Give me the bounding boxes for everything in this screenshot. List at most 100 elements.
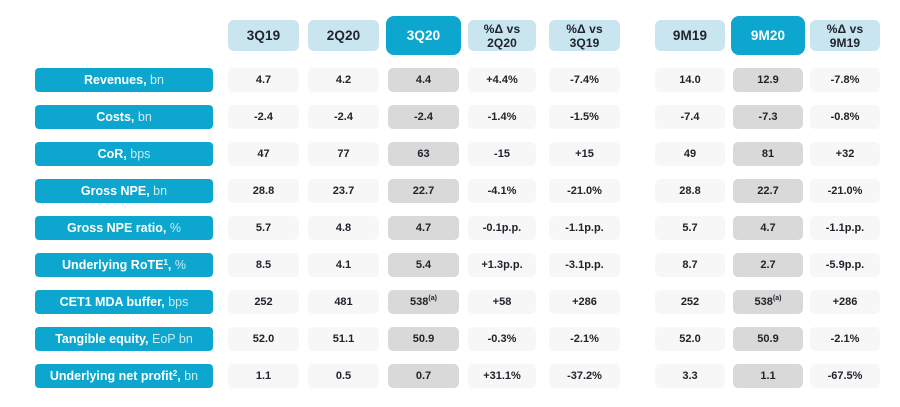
cell-value: 4.7 bbox=[255, 74, 272, 86]
table-cell: -1.1p.p. bbox=[810, 216, 880, 240]
row-label-comma: , bbox=[177, 369, 181, 383]
column-header-3q19: 3Q19 bbox=[228, 20, 299, 51]
table-row: Tangible equity, EoP bn 52.0 51.1 50.9 -0.3… bbox=[35, 327, 900, 351]
table-cell: 8.5 bbox=[228, 253, 299, 277]
cell-value: -1.4% bbox=[487, 111, 517, 123]
table-cell: 4.7 bbox=[733, 216, 803, 240]
cell-value: 1.1 bbox=[255, 370, 272, 382]
table-cell: +286 bbox=[810, 290, 880, 314]
table-cell: 5.7 bbox=[228, 216, 299, 240]
cell-value: -0.3% bbox=[487, 333, 517, 345]
table-cell: -2.1% bbox=[810, 327, 880, 351]
row-label-comma: , bbox=[161, 295, 165, 309]
column-header-line1: 9M20 bbox=[750, 27, 786, 43]
table-row: Gross NPE ratio, % 5.7 4.8 4.7 -0.1p.p. -1.1… bbox=[35, 216, 900, 240]
table-cell: 77 bbox=[308, 142, 379, 166]
cell-value: 481 bbox=[334, 296, 353, 308]
table-cell: 0.5 bbox=[308, 364, 379, 388]
cell-value: 47 bbox=[257, 148, 270, 160]
column-header-pill: 9M20 bbox=[731, 16, 805, 55]
cell-value: 2.7 bbox=[760, 259, 776, 271]
table-cell: 51.1 bbox=[308, 327, 379, 351]
row-label-unit: bn bbox=[180, 369, 199, 383]
table-row: Revenues, bn 4.7 4.2 4.4 +4.4% -7.4% 14.0 12.9… bbox=[35, 68, 900, 92]
table-cell: +4.4% bbox=[468, 68, 536, 92]
table-cell: 8.7 bbox=[655, 253, 725, 277]
table-row: Gross NPE, bn 28.8 23.7 22.7 -4.1% -21.0% 28.… bbox=[35, 179, 900, 203]
table-cell: 252 bbox=[655, 290, 725, 314]
table-cell: -2.4 bbox=[228, 105, 299, 129]
column-header-pill: %Δ vs 2Q20 bbox=[468, 20, 536, 51]
table-body: Revenues, bn 4.7 4.2 4.4 +4.4% -7.4% 14.0 12.9… bbox=[35, 68, 900, 388]
table-row: CoR, bps 47 77 63 -15 +15 49 81 +32 bbox=[35, 142, 900, 166]
cell-value: +15 bbox=[575, 148, 594, 160]
row-label-text: Underlying RoTE bbox=[62, 258, 164, 272]
column-header-3q20: 3Q20 bbox=[386, 16, 461, 55]
column-header-pill: 3Q20 bbox=[386, 16, 461, 55]
table-cell: -5.9p.p. bbox=[810, 253, 880, 277]
column-header-line2: 9M19 bbox=[829, 35, 861, 50]
table-cell: -1.1p.p. bbox=[549, 216, 620, 240]
row-label-unit: bn bbox=[134, 110, 152, 124]
table-cell: -7.4 bbox=[655, 105, 725, 129]
table-cell: 52.0 bbox=[228, 327, 299, 351]
cell-value: 4.7 bbox=[760, 222, 776, 234]
row-label-comma: , bbox=[167, 258, 172, 272]
cell-value: 538 bbox=[754, 296, 773, 308]
column-header-line1: 3Q20 bbox=[406, 27, 441, 43]
row-label-comma: , bbox=[146, 184, 150, 198]
column-header-line1: %Δ vs bbox=[566, 21, 603, 36]
table-cell: 52.0 bbox=[655, 327, 725, 351]
cell-value: 538 bbox=[410, 296, 429, 308]
cell-value: 5.4 bbox=[415, 259, 432, 271]
column-header-9m19: 9M19 bbox=[655, 20, 725, 51]
table-cell: -7.8% bbox=[810, 68, 880, 92]
cell-value: +286 bbox=[832, 296, 858, 308]
table-cell: 12.9 bbox=[733, 68, 803, 92]
table-cell: 22.7 bbox=[733, 179, 803, 203]
column-header-line2: 2Q20 bbox=[487, 35, 517, 50]
cell-value: -2.1% bbox=[570, 333, 599, 345]
cell-value: 63 bbox=[417, 148, 430, 160]
table-cell: 63 bbox=[388, 142, 459, 166]
column-header-line1: 2Q20 bbox=[326, 27, 361, 43]
cell-value: -1.5% bbox=[570, 111, 599, 123]
row-label-unit: % bbox=[171, 258, 186, 272]
row-label-text: Gross NPE ratio bbox=[67, 221, 163, 235]
table-cell: 50.9 bbox=[388, 327, 459, 351]
cell-value: +286 bbox=[572, 296, 597, 308]
row-label: Underlying net profit2, bn bbox=[35, 364, 213, 388]
cell-value: 0.7 bbox=[415, 370, 432, 382]
column-header-line2: 3Q19 bbox=[569, 35, 600, 50]
table-cell: -7.3 bbox=[733, 105, 803, 129]
cell-value: 8.7 bbox=[682, 259, 698, 271]
row-label: Underlying RoTE1, % bbox=[35, 253, 213, 277]
cell-value: -4.1% bbox=[487, 185, 517, 197]
row-label-unit: bn bbox=[149, 184, 168, 198]
cell-value: +31.1% bbox=[483, 370, 521, 382]
table-cell: 4.4 bbox=[388, 68, 459, 92]
table-cell: +32 bbox=[810, 142, 880, 166]
table-cell: 81 bbox=[733, 142, 803, 166]
cell-value: -21.0% bbox=[827, 185, 863, 197]
table-cell: 2.7 bbox=[733, 253, 803, 277]
column-header-delta-vs-9m19: %Δ vs 9M19 bbox=[810, 20, 880, 51]
table-row: Underlying RoTE1, % 8.5 4.1 5.4 +1.3p.p. -3.… bbox=[35, 253, 900, 277]
row-label-unit: EoP bn bbox=[148, 332, 193, 346]
cell-value: +4.4% bbox=[486, 74, 518, 86]
cell-value: -5.9p.p. bbox=[825, 259, 865, 271]
cell-value: 77 bbox=[337, 148, 350, 160]
column-header-pill: 2Q20 bbox=[308, 20, 379, 51]
cell-value: 50.9 bbox=[412, 333, 435, 345]
table-cell: 28.8 bbox=[655, 179, 725, 203]
table-cell: -0.8% bbox=[810, 105, 880, 129]
table-cell: 47 bbox=[228, 142, 299, 166]
cell-value: 12.9 bbox=[757, 74, 779, 86]
cell-value: 50.9 bbox=[757, 333, 779, 345]
table-cell: 4.1 bbox=[308, 253, 379, 277]
cell-value: -2.1% bbox=[830, 333, 860, 345]
row-label: CET1 MDA buffer, bps bbox=[35, 290, 213, 314]
cell-value: -7.8% bbox=[830, 74, 860, 86]
table-cell: 22.7 bbox=[388, 179, 459, 203]
row-label-comma: , bbox=[130, 110, 135, 124]
